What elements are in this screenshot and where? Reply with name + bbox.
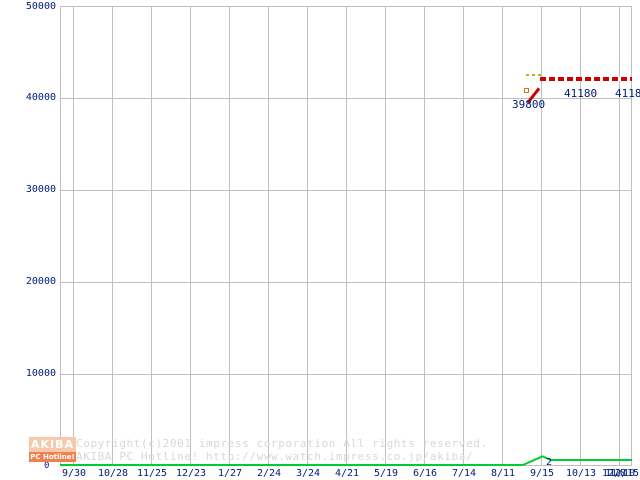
akiba-logo-subtitle: PC Hotline! <box>29 452 76 462</box>
plot-area <box>60 6 632 466</box>
gridline-vertical <box>463 6 464 466</box>
x-tick-label: 12/23 <box>175 468 207 479</box>
gridline-vertical <box>190 6 191 466</box>
x-tick-label: 6/16 <box>412 468 438 479</box>
data-label-mid-price: 41180 <box>564 87 598 100</box>
y-tick-label-zero: 0 <box>44 461 50 471</box>
data-label-last-price: 41180 <box>615 87 640 100</box>
series-price-red <box>540 77 632 81</box>
first-point-marker-icon <box>524 88 529 93</box>
site-url-line: AKIBA PC Hotline! http://www.watch.impre… <box>76 450 474 463</box>
x-tick-label: 10/28 <box>97 468 129 479</box>
series-count-green-seg4 <box>551 459 632 461</box>
data-label-first-price: 39800 <box>512 98 546 111</box>
y-tick-label: 20000 <box>25 276 56 287</box>
gridline-vertical <box>631 6 632 466</box>
x-tick-label: 9/15 <box>529 468 555 479</box>
x-tick-label: 8/11 <box>490 468 516 479</box>
gridline-vertical <box>385 6 386 466</box>
gridline-vertical <box>502 6 503 466</box>
x-tick-label: 11/25 <box>136 468 168 479</box>
x-tick-label: 7/14 <box>451 468 477 479</box>
gridline-vertical <box>424 6 425 466</box>
x-tick-label: 2/24 <box>256 468 282 479</box>
y-tick-label: 10000 <box>25 368 56 379</box>
y-tick-label: 30000 <box>25 184 56 195</box>
akiba-logo: AKIBA PC Hotline! <box>29 437 76 463</box>
y-tick-label: 50000 <box>25 1 56 12</box>
y-axis-line <box>60 6 61 466</box>
series-dashed-olive <box>526 74 541 76</box>
gridline-vertical <box>73 6 74 466</box>
gridline-vertical <box>112 6 113 466</box>
x-tick-label: 9/30 <box>61 468 87 479</box>
x-tick-label: 4/21 <box>334 468 360 479</box>
data-label-green-count: 2 <box>546 457 553 468</box>
gridline-vertical <box>229 6 230 466</box>
x-tick-label: 5/19 <box>373 468 399 479</box>
gridline-vertical <box>268 6 269 466</box>
gridline-vertical <box>307 6 308 466</box>
series-count-green-seg1 <box>60 464 523 466</box>
x-tick-label: 11/10 <box>604 468 636 479</box>
x-tick-label: 12/8 <box>601 468 627 479</box>
gridline-vertical <box>619 6 620 466</box>
gridline-vertical <box>151 6 152 466</box>
gridline-vertical <box>541 6 542 466</box>
x-tick-label: 3/24 <box>295 468 321 479</box>
y-tick-label: 40000 <box>25 92 56 103</box>
gridline-vertical <box>580 6 581 466</box>
copyright-watermark: Copyright(c)2001 impress corporation All… <box>76 437 488 463</box>
x-tick-label: 10/13 <box>565 468 597 479</box>
x-tick-label: 12/15 <box>608 468 640 479</box>
gridline-vertical <box>346 6 347 466</box>
copyright-line: Copyright(c)2001 impress corporation All… <box>76 437 488 450</box>
akiba-logo-title: AKIBA <box>29 437 76 452</box>
x-tick-label: 1/27 <box>217 468 243 479</box>
